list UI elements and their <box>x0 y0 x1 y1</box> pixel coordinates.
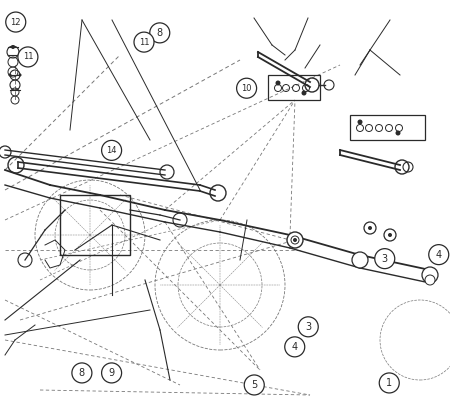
Circle shape <box>102 140 122 160</box>
Circle shape <box>293 238 297 242</box>
Text: 12: 12 <box>10 18 21 26</box>
Circle shape <box>285 337 305 357</box>
Circle shape <box>134 32 154 52</box>
Text: 5: 5 <box>251 380 257 390</box>
Circle shape <box>396 130 400 136</box>
Circle shape <box>9 73 12 77</box>
Text: 14: 14 <box>106 146 117 155</box>
Circle shape <box>18 47 38 67</box>
Circle shape <box>388 233 392 237</box>
Circle shape <box>150 23 170 43</box>
Circle shape <box>422 267 438 283</box>
Circle shape <box>357 119 363 124</box>
Text: 3: 3 <box>305 322 311 332</box>
Text: 4: 4 <box>436 250 442 259</box>
Circle shape <box>375 249 395 269</box>
Circle shape <box>368 226 372 230</box>
Circle shape <box>244 375 264 395</box>
Circle shape <box>72 363 92 383</box>
Circle shape <box>384 229 396 241</box>
Circle shape <box>352 252 368 268</box>
Circle shape <box>425 275 435 285</box>
Text: 4: 4 <box>292 342 298 352</box>
Text: 11: 11 <box>22 53 33 61</box>
Circle shape <box>287 232 303 248</box>
Circle shape <box>18 73 22 77</box>
Text: 9: 9 <box>108 368 115 378</box>
Circle shape <box>298 317 318 337</box>
Circle shape <box>379 373 399 393</box>
Circle shape <box>291 236 299 244</box>
Circle shape <box>6 12 26 32</box>
Text: 8: 8 <box>79 368 85 378</box>
Text: 8: 8 <box>157 28 163 38</box>
Circle shape <box>302 91 306 95</box>
Circle shape <box>429 245 449 265</box>
Circle shape <box>237 78 256 98</box>
Text: 10: 10 <box>241 84 252 93</box>
Circle shape <box>364 222 376 234</box>
Text: 3: 3 <box>382 254 388 263</box>
Circle shape <box>11 45 15 49</box>
Circle shape <box>102 363 122 383</box>
Text: 1: 1 <box>386 378 392 388</box>
Text: 11: 11 <box>139 38 149 47</box>
Circle shape <box>275 81 280 85</box>
